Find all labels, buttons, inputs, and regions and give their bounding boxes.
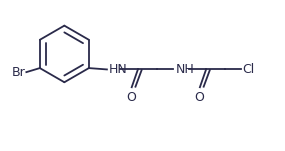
Text: O: O: [194, 91, 204, 104]
Text: HN: HN: [109, 63, 128, 76]
Text: Br: Br: [11, 66, 25, 79]
Text: Cl: Cl: [243, 63, 255, 76]
Text: NH: NH: [176, 63, 194, 76]
Text: O: O: [126, 91, 136, 104]
